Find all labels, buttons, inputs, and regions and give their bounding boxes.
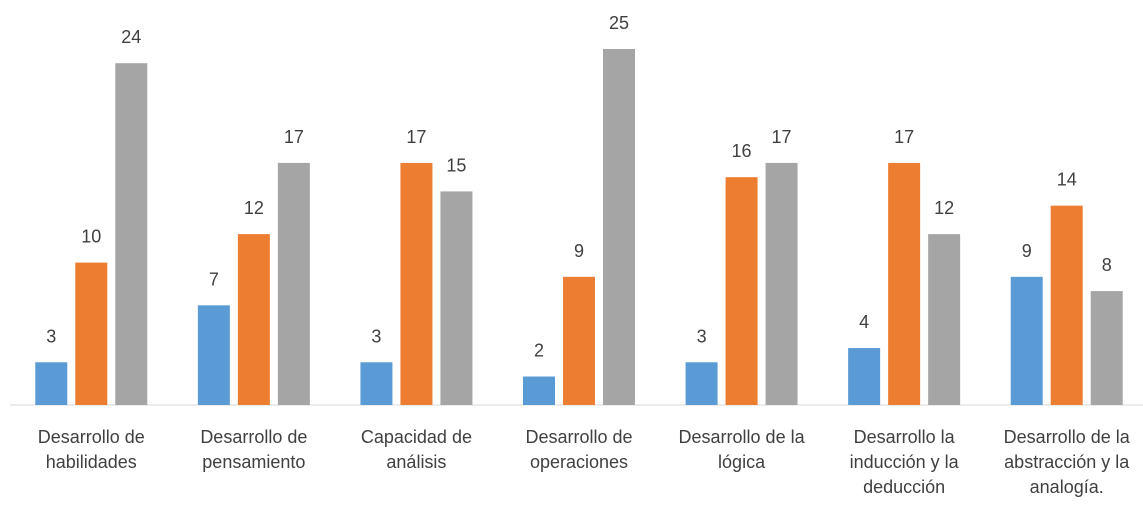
bar [1090, 291, 1123, 405]
value-label: 3 [697, 326, 707, 346]
bar [35, 362, 68, 405]
x-tick-label: Desarrollo la inducción y la deducción [849, 427, 959, 497]
bar [440, 191, 473, 405]
value-label: 9 [1022, 241, 1032, 261]
value-label: 17 [894, 127, 914, 147]
bar [725, 177, 758, 405]
value-label: 25 [609, 13, 629, 33]
bar [563, 276, 595, 405]
bar [277, 162, 310, 405]
bar [888, 162, 921, 405]
value-label: 24 [121, 27, 141, 47]
value-label: 10 [81, 227, 101, 247]
bar [360, 362, 393, 405]
value-label: 2 [534, 341, 544, 361]
value-label: 3 [46, 326, 56, 346]
value-label: 12 [934, 198, 954, 218]
value-label: 3 [371, 326, 381, 346]
x-tick-label: Desarrollo de la abstracción y la analog… [1003, 427, 1130, 497]
bar [400, 162, 433, 405]
value-label: 12 [244, 198, 264, 218]
value-label: 8 [1102, 255, 1112, 275]
value-label: 17 [406, 127, 426, 147]
bar [75, 262, 108, 405]
bar [603, 49, 635, 405]
value-label: 4 [859, 312, 869, 332]
bar [685, 362, 718, 405]
value-label: 9 [574, 241, 584, 261]
x-tick-label: Capacidad de análisis [360, 427, 472, 472]
value-label: 16 [732, 141, 752, 161]
x-tick-label: Desarrollo de pensamiento [200, 427, 308, 472]
value-label: 17 [772, 127, 792, 147]
value-label: 17 [284, 127, 304, 147]
bar [237, 234, 270, 405]
value-label: 14 [1057, 170, 1077, 190]
bar [197, 305, 230, 405]
bar [115, 63, 148, 406]
x-tick-label: Desarrollo de habilidades [37, 427, 145, 472]
bar [765, 162, 798, 405]
bar [848, 348, 881, 405]
value-label: 15 [446, 155, 466, 175]
bar [1010, 276, 1043, 405]
bar [928, 234, 961, 405]
bar [523, 376, 555, 405]
x-tick-label: Desarrollo de operaciones [525, 427, 633, 472]
bar [1050, 205, 1083, 405]
value-label: 7 [209, 269, 219, 289]
x-tick-label: Desarrollo de la lógica [678, 427, 805, 472]
